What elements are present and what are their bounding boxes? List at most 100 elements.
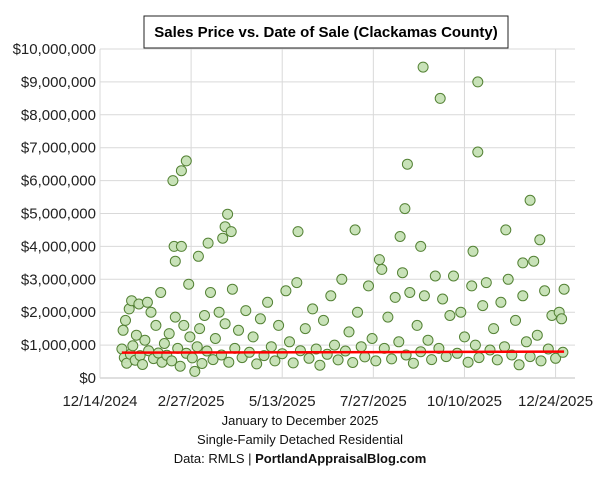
data-point [495,296,507,308]
data-point [517,290,529,302]
data-point [401,158,413,170]
data-point [397,267,408,279]
data-point [226,283,238,295]
data-point [163,328,175,340]
data-point [386,353,398,365]
data-point [491,354,503,366]
data-point [141,296,153,308]
data-point [199,310,210,321]
data-point [174,360,186,372]
data-point [329,339,340,351]
data-point [194,323,206,335]
data-point [524,351,536,363]
data-point [120,314,131,326]
y-tick-label: $6,000,000 [21,173,96,190]
y-tick-label: $5,000,000 [21,206,96,223]
x-tick-label: 10/10/2025 [427,393,502,410]
source-website: PortlandAppraisalBlog.com [255,451,426,466]
data-point [558,283,570,295]
data-point [207,354,219,366]
data-point [459,331,470,343]
data-point [276,348,288,360]
data-point [294,345,306,357]
x-tick-label: 12/14/2024 [62,393,137,410]
data-point [225,226,237,238]
data-point [462,356,474,368]
data-point [510,314,521,326]
x-tick-label: 5/13/2025 [249,393,316,410]
trendline [121,350,565,354]
data-point [273,319,285,331]
data-point [192,250,204,262]
data-point [480,277,492,289]
data-point [209,333,221,344]
data-point [418,290,430,302]
data-point [254,313,266,325]
data-point [321,348,333,360]
data-point [291,277,303,289]
data-point [222,208,234,220]
data-point [183,278,195,290]
data-point [117,324,129,336]
x-tick-label: 7/27/2025 [340,393,407,410]
data-points [116,61,570,377]
data-point [196,358,208,369]
data-point [422,334,434,346]
data-point [155,287,167,298]
data-point [370,355,382,367]
data-point [517,257,529,269]
data-point [167,175,179,187]
data-point [180,155,192,167]
y-tick-label: $3,000,000 [21,271,96,288]
data-point [477,300,489,312]
y-tick-label: $0 [79,370,96,387]
data-point [451,347,463,359]
data-point [314,359,326,371]
data-point [303,352,315,364]
data-point [394,231,406,242]
data-point [318,314,329,326]
data-point [411,319,423,331]
data-point [382,311,394,323]
data-point [201,345,213,357]
data-point [280,285,292,297]
source-caption: Data: RMLS | PortlandAppraisalBlog.com [174,451,427,466]
data-point [137,359,148,370]
data-point [534,234,546,246]
data-point [166,355,178,367]
data-point [139,334,151,346]
data-point [347,357,359,368]
data-point [429,270,441,282]
data-point [469,339,481,351]
data-point [373,254,385,266]
data-point [233,324,244,336]
data-point [528,255,540,267]
data-point [284,336,295,348]
y-tick-label: $10,000,000 [13,41,96,58]
data-point [404,287,416,298]
source-prefix: Data: RMLS | [174,451,255,466]
data-point [520,336,532,348]
data-point [366,333,378,344]
data-point [499,341,510,353]
data-point [202,237,214,249]
y-tick-label: $8,000,000 [21,107,96,124]
y-axis-ticks: $0 $1,000,000 $2,000,000 $3,000,000 $4,000,0… [13,41,96,387]
data-point [336,273,348,285]
data-point [184,331,196,343]
data-point [472,146,484,158]
data-point [437,293,449,305]
data-point [488,323,500,335]
data-point [352,306,363,318]
data-point [426,354,438,366]
data-point [169,255,181,267]
data-point [363,280,374,292]
data-point [556,313,568,325]
x-tick-label: 2/27/2025 [158,393,225,410]
data-point [287,357,299,369]
x-axis-ticks: 12/14/2024 2/27/2025 5/13/2025 7/27/2025 10/… [62,393,593,410]
data-point [535,355,547,367]
data-point [500,224,512,236]
data-point [169,311,181,323]
